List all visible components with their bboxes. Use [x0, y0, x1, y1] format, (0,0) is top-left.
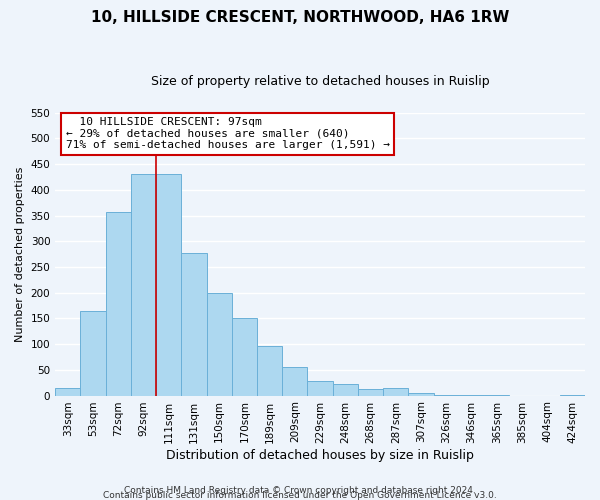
Bar [409, 393, 434, 396]
Bar [383, 388, 409, 396]
Bar [358, 389, 383, 396]
Text: Contains HM Land Registry data © Crown copyright and database right 2024.: Contains HM Land Registry data © Crown c… [124, 486, 476, 495]
Bar [206, 292, 232, 396]
Bar [232, 318, 257, 396]
Text: Contains public sector information licensed under the Open Government Licence v3: Contains public sector information licen… [103, 491, 497, 500]
Bar [181, 252, 206, 396]
Bar [282, 368, 307, 396]
Bar [332, 384, 358, 396]
Bar [307, 381, 332, 396]
Bar [55, 388, 80, 396]
Bar [131, 174, 156, 396]
Title: Size of property relative to detached houses in Ruislip: Size of property relative to detached ho… [151, 75, 490, 88]
Bar [257, 346, 282, 396]
Bar [434, 394, 459, 396]
Text: 10, HILLSIDE CRESCENT, NORTHWOOD, HA6 1RW: 10, HILLSIDE CRESCENT, NORTHWOOD, HA6 1R… [91, 10, 509, 25]
X-axis label: Distribution of detached houses by size in Ruislip: Distribution of detached houses by size … [166, 450, 474, 462]
Bar [459, 394, 484, 396]
Bar [80, 310, 106, 396]
Bar [560, 394, 585, 396]
Text: 10 HILLSIDE CRESCENT: 97sqm
← 29% of detached houses are smaller (640)
71% of se: 10 HILLSIDE CRESCENT: 97sqm ← 29% of det… [66, 117, 390, 150]
Y-axis label: Number of detached properties: Number of detached properties [15, 166, 25, 342]
Bar [484, 395, 509, 396]
Bar [106, 212, 131, 396]
Bar [156, 174, 181, 396]
